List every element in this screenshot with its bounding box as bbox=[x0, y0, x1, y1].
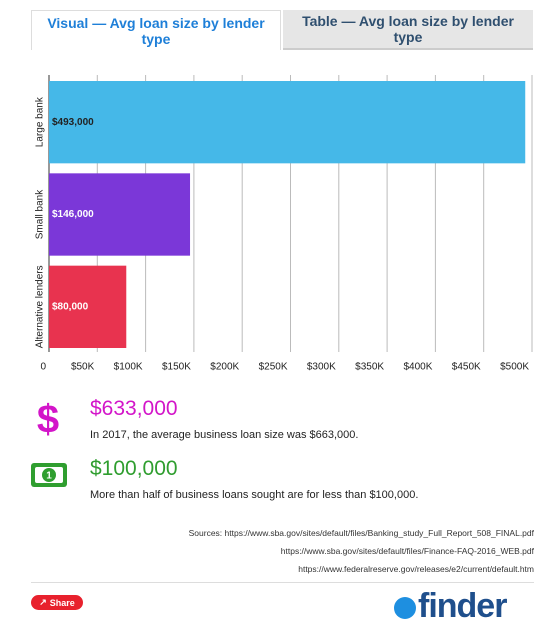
money-icon: 1 bbox=[31, 463, 67, 487]
svg-text:$: $ bbox=[37, 400, 59, 440]
stat-text: More than half of business loans sought … bbox=[90, 489, 419, 501]
svg-text:1: 1 bbox=[46, 471, 52, 482]
source[interactable]: https://www.federalreserve.gov/releases/… bbox=[298, 564, 534, 574]
stat-headline: $633,000 bbox=[90, 397, 178, 420]
value-label: $146,000 bbox=[52, 209, 94, 220]
chart: 0 $50K $100K $150K $200K $250K $300K $350K $400K… bbox=[35, 75, 533, 373]
x-tick-label: $200K bbox=[210, 362, 239, 373]
source[interactable]: https://www.sba.gov/sites/default/files/… bbox=[280, 546, 534, 556]
bar bbox=[49, 81, 526, 164]
logo-text: finder bbox=[418, 587, 507, 625]
y-tick-label: Small bank bbox=[35, 189, 46, 239]
x-tick-label: $450K bbox=[452, 362, 481, 373]
y-tick-label: Alternative lenders bbox=[35, 265, 46, 348]
bar bbox=[49, 173, 191, 256]
tab[interactable]: Table — Avg loan size by lender type bbox=[283, 10, 533, 50]
tab[interactable]: Visual — Avg loan size by lender type bbox=[31, 10, 281, 50]
share-button[interactable]: ↗ Share bbox=[31, 595, 83, 610]
stat-headline: $100,000 bbox=[90, 457, 178, 480]
value-label: $80,000 bbox=[52, 301, 89, 312]
x-tick-label: $400K bbox=[403, 362, 432, 373]
y-tick-label: Large bank bbox=[35, 96, 46, 147]
dollar-icon: $ bbox=[37, 400, 59, 440]
x-tick-label: 0 bbox=[40, 362, 46, 373]
x-tick-label: $100K bbox=[114, 362, 143, 373]
x-tick-label: $350K bbox=[355, 362, 384, 373]
value-label: $493,000 bbox=[52, 117, 94, 128]
stat-text: In 2017, the average business loan size … bbox=[90, 429, 359, 441]
x-tick-label: $500K bbox=[500, 362, 529, 373]
x-tick-label: $250K bbox=[259, 362, 288, 373]
logo[interactable]: finder bbox=[394, 587, 507, 626]
source[interactable]: Sources: https://www.sba.gov/sites/defau… bbox=[188, 528, 534, 538]
x-tick-label: $300K bbox=[307, 362, 336, 373]
divider bbox=[31, 582, 534, 583]
share-label: Share bbox=[49, 597, 75, 608]
x-tick-label: $150K bbox=[162, 362, 191, 373]
bar bbox=[49, 265, 127, 348]
x-tick-label: $50K bbox=[71, 362, 95, 373]
